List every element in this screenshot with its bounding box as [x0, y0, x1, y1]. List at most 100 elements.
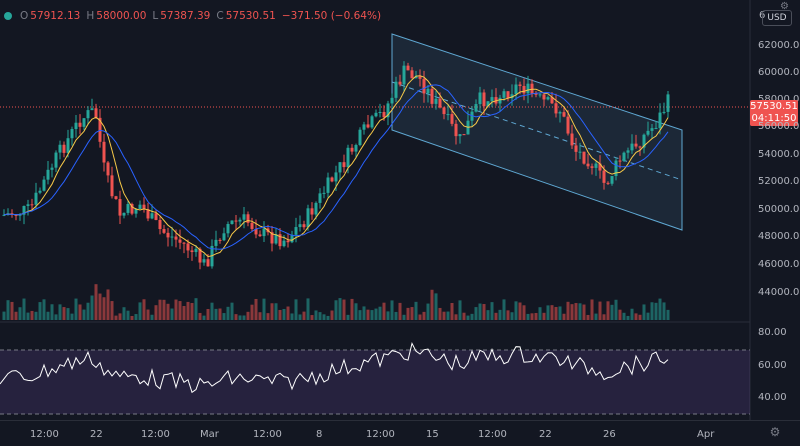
candle-body — [130, 204, 134, 214]
volume-bar — [170, 308, 174, 320]
high-label: H — [86, 10, 95, 22]
candle-body — [118, 199, 122, 216]
candle-body — [610, 176, 614, 184]
rsi-band — [0, 350, 750, 414]
candle-body — [554, 103, 558, 114]
candle-body — [574, 145, 578, 152]
candle-body — [218, 239, 222, 241]
volume-bar — [2, 311, 6, 320]
volume-bar — [242, 315, 246, 320]
candle-body — [350, 147, 354, 152]
volume-bar — [550, 305, 554, 320]
candle-body — [418, 76, 422, 79]
volume-bar — [494, 312, 498, 320]
open-value: 57912.13 — [30, 10, 81, 22]
volume-bar — [154, 305, 158, 320]
candle-body — [338, 162, 342, 173]
volume-bar — [566, 301, 570, 320]
volume-bar — [370, 310, 374, 320]
candle-body — [434, 98, 438, 104]
candle-body — [530, 83, 534, 94]
candle-body — [170, 236, 174, 238]
candle-body — [486, 101, 490, 107]
volume-bar — [222, 313, 226, 320]
candle-body — [322, 192, 326, 194]
volume-bar — [534, 313, 538, 320]
volume-bar — [490, 302, 494, 320]
scale-settings-icon[interactable]: ⚙ — [780, 1, 789, 12]
candle-body — [174, 236, 178, 240]
volume-bar — [74, 298, 78, 320]
time-axis[interactable] — [0, 420, 800, 446]
candle-body — [274, 234, 278, 244]
candle-body — [462, 134, 466, 136]
candle-body — [414, 76, 418, 79]
candle-body — [622, 152, 626, 161]
candle-body — [254, 228, 258, 235]
candle-body — [150, 213, 154, 219]
candle-body — [306, 208, 310, 228]
candle-body — [334, 172, 338, 182]
volume-bar — [446, 311, 450, 320]
candle-body — [2, 214, 6, 216]
candle-body — [162, 229, 166, 233]
candle-body — [666, 94, 670, 112]
candle-body — [514, 84, 518, 95]
volume-bar — [98, 293, 102, 320]
volume-bar — [614, 299, 618, 320]
volume-bar — [598, 301, 602, 320]
time-tick: 12:00 — [366, 429, 395, 440]
time-tick: 12:00 — [30, 429, 59, 440]
status-dot-icon — [4, 12, 12, 20]
volume-bar — [650, 302, 654, 320]
candle-body — [50, 167, 54, 170]
volume-bar — [26, 312, 30, 320]
time-tick: 12:00 — [141, 429, 170, 440]
candle-body — [234, 220, 238, 222]
candle-body — [522, 85, 526, 94]
price-tick: 62000.00 — [758, 40, 800, 51]
currency-badge[interactable]: USD — [762, 10, 792, 26]
candle-body — [346, 147, 350, 168]
candle-body — [490, 97, 494, 102]
candle-body — [582, 151, 586, 164]
volume-bar — [78, 304, 82, 320]
candle-body — [474, 104, 478, 112]
volume-bar — [466, 315, 470, 320]
volume-bar — [386, 311, 390, 320]
candle-body — [314, 202, 318, 215]
change-value: −371.50 (−0.64%) — [281, 10, 382, 22]
volume-bar — [474, 307, 478, 320]
candle-body — [546, 97, 550, 100]
candle-body — [230, 220, 234, 225]
volume-bar — [602, 314, 606, 320]
volume-bar — [214, 308, 218, 320]
volume-bar — [542, 312, 546, 320]
time-tick: 12:00 — [478, 429, 507, 440]
volume-bar — [442, 311, 446, 320]
volume-bar — [530, 313, 534, 320]
candle-body — [38, 190, 42, 193]
volume-bar — [470, 313, 474, 320]
volume-bar — [54, 314, 58, 320]
volume-bar — [14, 311, 18, 320]
volume-bar — [306, 298, 310, 320]
candle-body — [638, 146, 642, 148]
volume-bar — [282, 308, 286, 320]
candle-body — [378, 111, 382, 113]
candle-body — [630, 143, 634, 151]
candle-body — [246, 214, 250, 223]
time-tick: Apr — [697, 429, 715, 440]
volume-bar — [338, 298, 342, 320]
chart-settings-icon[interactable]: ⚙ — [769, 425, 781, 439]
channel-midline — [391, 81, 683, 181]
candle-body — [390, 97, 394, 104]
volume-bar — [510, 312, 514, 320]
volume-bar — [358, 310, 362, 320]
volume-bar — [322, 314, 326, 320]
candle-body — [598, 163, 602, 171]
bar-countdown: 04:11:50 — [751, 113, 797, 124]
candle-body — [518, 84, 522, 86]
volume-bar — [186, 301, 190, 320]
